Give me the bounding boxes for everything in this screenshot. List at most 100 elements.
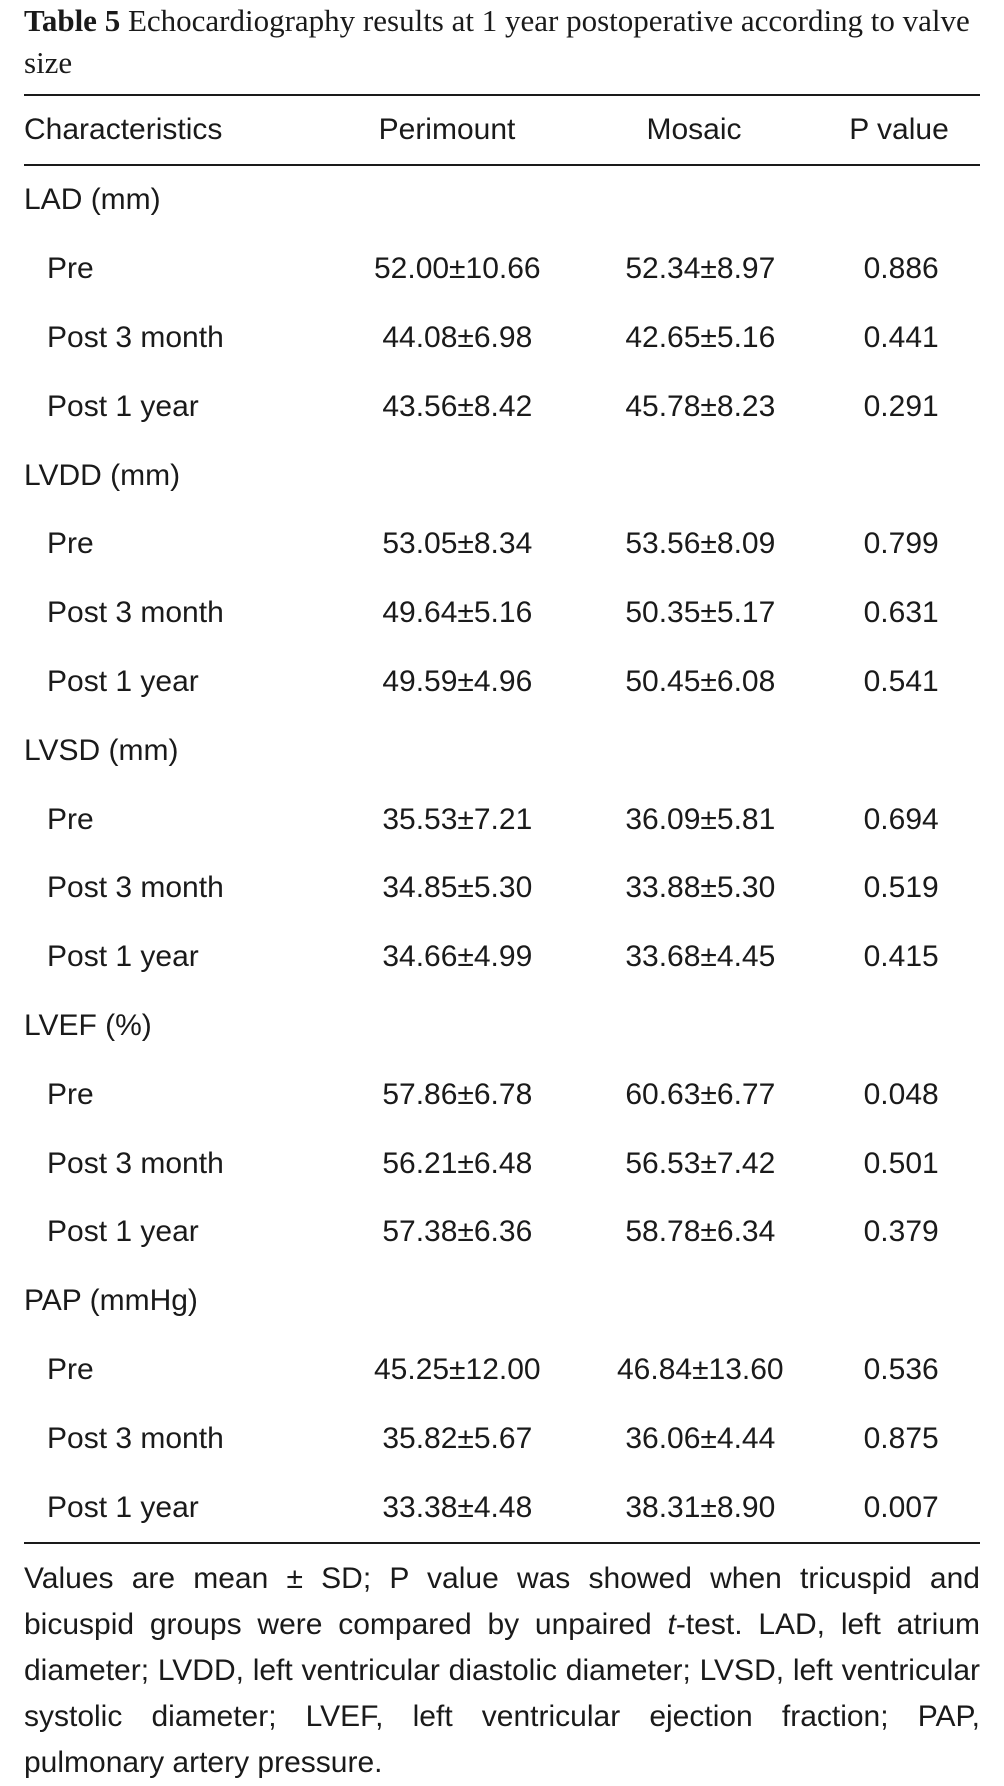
- group-row: LAD (mm): [24, 166, 980, 235]
- p-value: 0.291: [863, 389, 939, 423]
- table-header: Characteristics Perimount Mosaic P value: [24, 96, 980, 164]
- table-row: Post 3 month 49.64±5.16 50.35±5.17 0.631: [24, 579, 980, 648]
- mosaic-value: 46.84±13.60: [617, 1352, 784, 1386]
- mosaic-value: 53.56±8.09: [625, 527, 776, 561]
- mosaic-value: 45.78±8.23: [625, 389, 776, 423]
- table-row: Post 3 month 44.08±6.98 42.65±5.16 0.441: [24, 304, 980, 373]
- group-label: LAD (mm): [24, 183, 161, 217]
- p-value: 0.875: [863, 1421, 939, 1455]
- mosaic-value: 56.53±7.42: [625, 1146, 776, 1180]
- p-value: 0.799: [863, 527, 939, 561]
- perimount-value: 57.38±6.36: [382, 1215, 533, 1249]
- p-value: 0.694: [863, 802, 939, 836]
- perimount-value: 35.82±5.67: [382, 1421, 533, 1455]
- row-label: Post 3 month: [47, 320, 224, 354]
- footnote-italic-t: t: [667, 1607, 676, 1641]
- mosaic-value: 36.09±5.81: [625, 802, 776, 836]
- group-row: LVEF (%): [24, 992, 980, 1061]
- p-value: 0.886: [863, 252, 939, 286]
- table-row: Post 1 year 49.59±4.96 50.45±6.08 0.541: [24, 648, 980, 717]
- mosaic-value: 50.35±5.17: [625, 596, 776, 630]
- header-row: Characteristics Perimount Mosaic P value: [24, 96, 980, 164]
- table-bottom-rule: [24, 1541, 980, 1544]
- mosaic-value: 36.06±4.44: [625, 1421, 776, 1455]
- row-label: Post 3 month: [47, 1421, 224, 1455]
- p-value: 0.519: [863, 871, 939, 905]
- table-header-rule: [24, 164, 980, 166]
- row-label: Pre: [47, 1077, 94, 1111]
- row-label: Pre: [47, 527, 94, 561]
- group-label: LVSD (mm): [24, 733, 179, 767]
- perimount-value: 43.56±8.42: [382, 389, 533, 423]
- mosaic-value: 58.78±6.34: [625, 1215, 776, 1249]
- perimount-value: 34.85±5.30: [382, 871, 533, 905]
- row-label: Post 3 month: [47, 596, 224, 630]
- row-label: Pre: [47, 802, 94, 836]
- table-body: LAD (mm) Pre 52.00±10.66 52.34±8.97 0.886 Pos…: [24, 166, 980, 1542]
- mosaic-value: 33.68±4.45: [625, 940, 776, 974]
- table-row: Post 3 month 56.21±6.48 56.53±7.42 0.501: [24, 1129, 980, 1198]
- mosaic-value: 42.65±5.16: [625, 320, 776, 354]
- row-label: Pre: [47, 1352, 94, 1386]
- perimount-value: 49.59±4.96: [382, 664, 533, 698]
- p-value: 0.631: [863, 596, 939, 630]
- header-perimount: Perimount: [378, 113, 516, 146]
- group-label: LVEF (%): [24, 1008, 152, 1042]
- mosaic-value: 50.45±6.08: [625, 664, 776, 698]
- p-value: 0.441: [863, 320, 939, 354]
- table-row: Pre 52.00±10.66 52.34±8.97 0.886: [24, 235, 980, 304]
- group-row: LVSD (mm): [24, 716, 980, 785]
- perimount-value: 53.05±8.34: [382, 527, 533, 561]
- p-value: 0.379: [863, 1215, 939, 1249]
- mosaic-value: 52.34±8.97: [625, 252, 776, 286]
- p-value: 0.536: [863, 1352, 939, 1386]
- group-label: PAP (mmHg): [24, 1284, 198, 1318]
- perimount-value: 45.25±12.00: [373, 1352, 541, 1386]
- table-row: Post 1 year 33.38±4.48 38.31±8.90 0.007: [24, 1473, 980, 1542]
- mosaic-value: 60.63±6.77: [625, 1077, 776, 1111]
- header-p-value: P value: [849, 113, 949, 146]
- row-label: Post 3 month: [47, 871, 224, 905]
- row-label: Post 1 year: [47, 1490, 199, 1524]
- echo-results-body: LAD (mm) Pre 52.00±10.66 52.34±8.97 0.886 Pos…: [24, 166, 980, 1542]
- row-label: Post 3 month: [47, 1146, 224, 1180]
- table-row: Post 1 year 43.56±8.42 45.78±8.23 0.291: [24, 372, 980, 441]
- perimount-value: 56.21±6.48: [382, 1146, 533, 1180]
- p-value: 0.501: [863, 1146, 939, 1180]
- perimount-value: 44.08±6.98: [382, 320, 533, 354]
- header-mosaic: Mosaic: [646, 113, 742, 146]
- table-row: Post 1 year 57.38±6.36 58.78±6.34 0.379: [24, 1198, 980, 1267]
- mosaic-value: 33.88±5.30: [625, 871, 776, 905]
- table-row: Pre 57.86±6.78 60.63±6.77 0.048: [24, 1060, 980, 1129]
- table-footnote: Values are mean ± SD; P value was showed…: [24, 1544, 980, 1786]
- table-row: Pre 53.05±8.34 53.56±8.09 0.799: [24, 510, 980, 579]
- table-row: Post 3 month 35.82±5.67 36.06±4.44 0.875: [24, 1404, 980, 1473]
- perimount-value: 34.66±4.99: [382, 940, 533, 974]
- perimount-value: 35.53±7.21: [382, 802, 533, 836]
- footnote-text-end: -test. LAD, left atrium diameter; LVDD, …: [24, 1607, 980, 1779]
- table-caption-text: Echocardiography results at 1 year posto…: [24, 3, 970, 80]
- row-label: Post 1 year: [47, 940, 199, 974]
- row-label: Post 1 year: [47, 664, 199, 698]
- table-caption-label: Table 5: [24, 3, 121, 38]
- group-row: LVDD (mm): [24, 441, 980, 510]
- row-label: Post 1 year: [47, 389, 199, 423]
- row-label: Pre: [47, 252, 94, 286]
- table-row: Post 1 year 34.66±4.99 33.68±4.45 0.415: [24, 923, 980, 992]
- p-value: 0.415: [863, 940, 939, 974]
- echo-results-table: Characteristics Perimount Mosaic P value: [24, 96, 980, 164]
- p-value: 0.048: [863, 1077, 939, 1111]
- table-row: Pre 45.25±12.00 46.84±13.60 0.536: [24, 1336, 980, 1405]
- perimount-value: 52.00±10.66: [373, 252, 541, 286]
- p-value: 0.541: [863, 664, 939, 698]
- perimount-value: 33.38±4.48: [382, 1490, 533, 1524]
- group-label: LVDD (mm): [24, 458, 181, 492]
- mosaic-value: 38.31±8.90: [625, 1490, 776, 1524]
- row-label: Post 1 year: [47, 1215, 199, 1249]
- table-row: Pre 35.53±7.21 36.09±5.81 0.694: [24, 785, 980, 854]
- footnote-text-start: Values are mean ± SD; P value was showed…: [24, 1561, 980, 1641]
- table-caption: Table 5 Echocardiography results at 1 ye…: [24, 0, 980, 84]
- p-value: 0.007: [863, 1490, 939, 1524]
- header-characteristics: Characteristics: [24, 113, 223, 146]
